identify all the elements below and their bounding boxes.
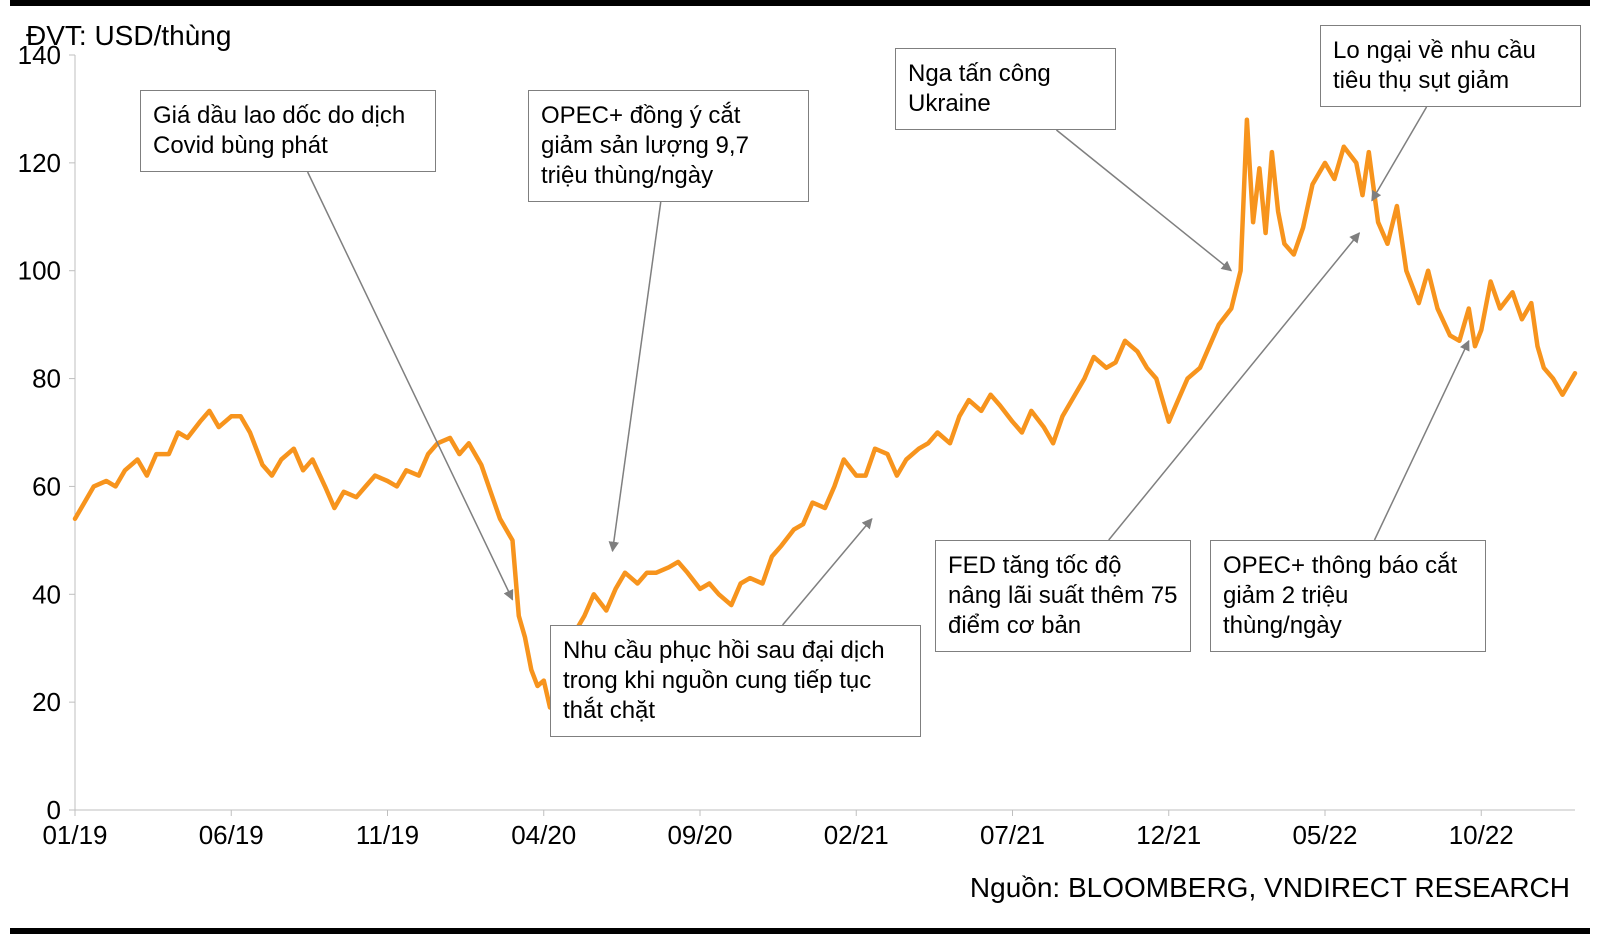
annotation-box: FED tăng tốc độ nâng lãi suất thêm 75 đi…	[935, 540, 1191, 652]
annotation-box: Lo ngại về nhu cầu tiêu thụ sụt giảm	[1320, 25, 1581, 107]
svg-text:04/20: 04/20	[511, 820, 576, 850]
svg-text:11/19: 11/19	[356, 820, 419, 850]
annotation-box: Nhu cầu phục hồi sau đại dịch trong khi …	[550, 625, 921, 737]
source-label: Nguồn: BLOOMBERG, VNDIRECT RESEARCH	[970, 872, 1570, 904]
svg-text:10/22: 10/22	[1449, 820, 1514, 850]
svg-text:09/20: 09/20	[667, 820, 732, 850]
annotation-box: OPEC+ đồng ý cắt giảm sản lượng 9,7 triệ…	[528, 90, 809, 202]
svg-text:40: 40	[32, 579, 61, 609]
annotation-box: Giá dầu lao dốc do dịch Covid bùng phát	[140, 90, 436, 172]
annotation-box: OPEC+ thông báo cắt giảm 2 triệu thùng/n…	[1210, 540, 1486, 652]
svg-text:20: 20	[32, 687, 61, 717]
svg-text:06/19: 06/19	[199, 820, 264, 850]
svg-text:100: 100	[18, 256, 61, 286]
annotation-box: Nga tấn công Ukraine	[895, 48, 1116, 130]
svg-text:02/21: 02/21	[824, 820, 889, 850]
bottom-rule	[10, 928, 1590, 934]
svg-text:60: 60	[32, 471, 61, 501]
svg-text:05/22: 05/22	[1292, 820, 1357, 850]
svg-text:12/21: 12/21	[1136, 820, 1201, 850]
svg-text:07/21: 07/21	[980, 820, 1045, 850]
svg-text:01/19: 01/19	[42, 820, 107, 850]
svg-text:120: 120	[18, 148, 61, 178]
chart-container: ĐVT: USD/thùng 02040608010012014001/1906…	[0, 0, 1600, 934]
svg-text:80: 80	[32, 364, 61, 394]
svg-text:140: 140	[18, 40, 61, 70]
